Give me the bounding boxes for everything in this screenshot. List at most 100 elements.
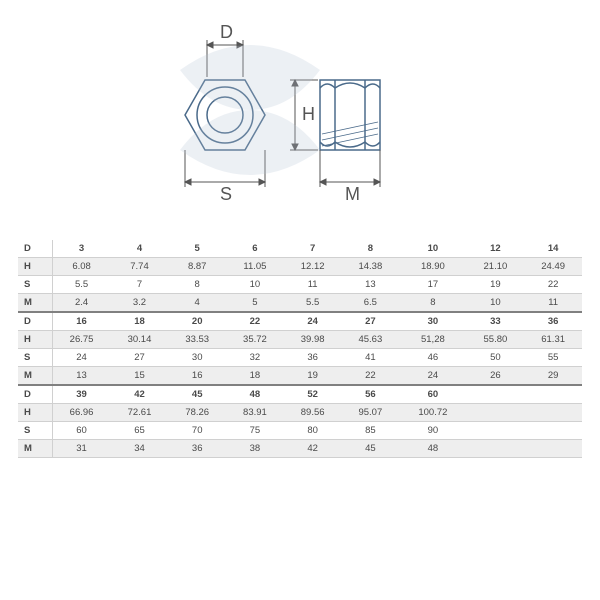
data-cell: 33 — [467, 312, 525, 331]
data-cell: 29 — [524, 367, 582, 386]
data-cell — [524, 440, 582, 458]
data-cell: 30 — [399, 312, 466, 331]
row-label: S — [18, 349, 52, 367]
data-cell: 22 — [342, 367, 400, 386]
data-cell: 19 — [467, 276, 525, 294]
data-cell: 16 — [52, 312, 111, 331]
table-row: D39424548525660 — [18, 385, 582, 404]
data-cell: 8.87 — [168, 258, 226, 276]
data-cell — [467, 404, 525, 422]
data-cell: 26 — [467, 367, 525, 386]
data-cell: 34 — [111, 440, 169, 458]
data-cell: 17 — [399, 276, 466, 294]
data-cell: 8 — [168, 276, 226, 294]
data-cell: 11 — [284, 276, 342, 294]
data-cell — [467, 385, 525, 404]
data-cell: 95.07 — [342, 404, 400, 422]
data-cell: 16 — [168, 367, 226, 386]
data-cell: 65 — [111, 422, 169, 440]
data-cell: 85 — [342, 422, 400, 440]
data-cell: 22 — [524, 276, 582, 294]
hex-nut-top-view — [185, 80, 265, 150]
data-cell: 11 — [524, 294, 582, 313]
data-cell — [524, 404, 582, 422]
nut-diagram-svg: D S M H — [150, 20, 450, 240]
row-label: D — [18, 385, 52, 404]
table-row: M2.43.2455.56.581011 — [18, 294, 582, 313]
data-cell: 35.72 — [226, 331, 284, 349]
data-cell: 7 — [111, 276, 169, 294]
data-cell: 18 — [226, 367, 284, 386]
data-cell: 39.98 — [284, 331, 342, 349]
dim-label-d: D — [220, 22, 233, 42]
data-cell: 45.63 — [342, 331, 400, 349]
data-cell: 55 — [524, 349, 582, 367]
row-label: S — [18, 422, 52, 440]
data-cell: 20 — [168, 312, 226, 331]
data-cell: 10 — [467, 294, 525, 313]
dim-label-s: S — [220, 184, 232, 204]
table-row: H66.9672.6178.2683.9189.5695.07100.72 — [18, 404, 582, 422]
data-cell: 10 — [399, 240, 466, 258]
data-cell: 3 — [52, 240, 111, 258]
table-row: S60657075808590 — [18, 422, 582, 440]
table-row: D345678101214 — [18, 240, 582, 258]
data-cell: 26.75 — [52, 331, 111, 349]
data-cell: 11.05 — [226, 258, 284, 276]
dimension-s — [185, 150, 265, 187]
data-cell: 8 — [342, 240, 400, 258]
data-cell: 3.2 — [111, 294, 169, 313]
data-cell: 42 — [284, 440, 342, 458]
data-cell: 36 — [284, 349, 342, 367]
row-label: D — [18, 240, 52, 258]
table-row: M31343638424548 — [18, 440, 582, 458]
data-cell: 72.61 — [111, 404, 169, 422]
data-cell: 48 — [399, 440, 466, 458]
dimensions-table-container: D345678101214H6.087.748.8711.0512.1214.3… — [0, 240, 600, 468]
data-cell: 7.74 — [111, 258, 169, 276]
data-cell: 24 — [399, 367, 466, 386]
data-cell: 27 — [342, 312, 400, 331]
table-row: D161820222427303336 — [18, 312, 582, 331]
data-cell: 31 — [52, 440, 111, 458]
data-cell: 78.26 — [168, 404, 226, 422]
data-cell: 41 — [342, 349, 400, 367]
data-cell: 33.53 — [168, 331, 226, 349]
row-label: M — [18, 440, 52, 458]
data-cell: 50 — [467, 349, 525, 367]
data-cell: 70 — [168, 422, 226, 440]
data-cell: 5 — [168, 240, 226, 258]
data-cell: 8 — [399, 294, 466, 313]
data-cell: 14 — [524, 240, 582, 258]
data-cell: 80 — [284, 422, 342, 440]
row-label: S — [18, 276, 52, 294]
data-cell: 90 — [399, 422, 466, 440]
data-cell: 22 — [226, 312, 284, 331]
data-cell: 14.38 — [342, 258, 400, 276]
data-cell — [524, 422, 582, 440]
data-cell: 36 — [168, 440, 226, 458]
hex-nut-side-view — [320, 80, 380, 150]
table-row: M131516181922242629 — [18, 367, 582, 386]
data-cell: 46 — [399, 349, 466, 367]
data-cell: 27 — [111, 349, 169, 367]
data-cell: 61.31 — [524, 331, 582, 349]
data-cell: 60 — [52, 422, 111, 440]
table-row: S5.578101113171922 — [18, 276, 582, 294]
data-cell: 45 — [168, 385, 226, 404]
data-cell: 56 — [342, 385, 400, 404]
dimensions-table: D345678101214H6.087.748.8711.0512.1214.3… — [18, 240, 582, 458]
data-cell: 2.4 — [52, 294, 111, 313]
row-label: M — [18, 294, 52, 313]
data-cell: 75 — [226, 422, 284, 440]
data-cell: 24 — [284, 312, 342, 331]
data-cell: 100.72 — [399, 404, 466, 422]
data-cell: 60 — [399, 385, 466, 404]
data-cell: 48 — [226, 385, 284, 404]
data-cell: 89.56 — [284, 404, 342, 422]
dimension-m — [320, 150, 380, 187]
data-cell: 12 — [467, 240, 525, 258]
data-cell: 5.5 — [284, 294, 342, 313]
data-cell: 4 — [111, 240, 169, 258]
row-label: M — [18, 367, 52, 386]
